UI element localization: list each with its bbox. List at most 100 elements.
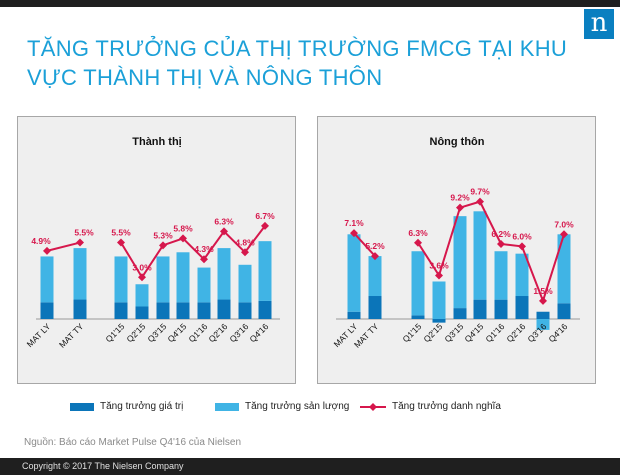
- volume-bar-8: [238, 264, 252, 303]
- rural-chart-panel: Nông thôn MAT LY MAT TY Q1'15 Q2'15 Q3'15 Q4'1…: [317, 116, 596, 384]
- x-tick-label-7: Q2'16: [504, 321, 527, 344]
- legend-volume-label: Tăng trưởng sản lượng: [245, 401, 350, 412]
- value-bar-5: [473, 299, 487, 319]
- nominal-point-5: [476, 197, 484, 206]
- x-tick-label-9: Q4'16: [247, 321, 270, 344]
- value-bar-9: [557, 303, 571, 319]
- legend-nominal-label: Tăng trưởng danh nghĩa: [392, 401, 501, 412]
- nominal-point-4: [159, 241, 167, 250]
- nominal-line-segment-0: [46, 241, 81, 252]
- nominal-point-6: [497, 239, 505, 248]
- legend-value-swatch: [70, 403, 94, 411]
- value-bar-3: [135, 306, 149, 319]
- data-label-5: 9.7%: [470, 187, 490, 197]
- data-label-4: 9.2%: [450, 193, 470, 203]
- nominal-point-2: [414, 238, 422, 247]
- nominal-point-0: [350, 229, 358, 238]
- data-label-5: 5.8%: [173, 223, 193, 233]
- chart-title: Nông thôn: [430, 136, 485, 148]
- nominal-point-4: [456, 203, 464, 212]
- legend-volume-swatch: [215, 403, 239, 411]
- x-tick-label-4: Q3'15: [145, 321, 168, 344]
- volume-bar-3: [432, 281, 446, 319]
- nominal-point-8: [241, 248, 249, 257]
- x-tick-label-4: Q3'15: [442, 321, 465, 344]
- x-tick-label-6: Q1'16: [483, 321, 506, 344]
- x-tick-label-2: Q1'15: [400, 321, 423, 344]
- data-label-9: 6.7%: [255, 211, 275, 221]
- value-bar-8: [536, 311, 550, 319]
- volume-bar-9: [557, 234, 571, 304]
- data-label-9: 7.0%: [554, 219, 574, 229]
- nominal-line-segment-1: [120, 225, 266, 280]
- value-bar-9: [258, 300, 272, 319]
- value-bar-6: [197, 302, 211, 319]
- data-label-3: 3.0%: [132, 262, 152, 272]
- volume-bar-3: [135, 284, 149, 307]
- data-label-1: 5.5%: [74, 228, 94, 238]
- volume-bar-2: [411, 251, 425, 316]
- nominal-point-9: [261, 221, 269, 230]
- nielsen-logo: n: [584, 9, 614, 39]
- x-tick-label-7: Q2'16: [206, 321, 229, 344]
- volume-bar-4: [156, 256, 170, 303]
- volume-bar-0: [347, 234, 361, 312]
- value-bar-8: [238, 302, 252, 319]
- nominal-point-2: [117, 238, 125, 247]
- x-tick-label-0: MAT LY: [25, 321, 53, 349]
- data-label-2: 5.5%: [111, 228, 131, 238]
- urban-chart-panel: Thành thị MAT LY MAT TY Q1'15 Q2'15 Q3'15 Q4'1…: [17, 116, 296, 384]
- volume-bar-7: [217, 248, 231, 300]
- copyright-text: Copyright © 2017 The Nielsen Company: [22, 461, 184, 471]
- value-bar-1: [73, 299, 87, 319]
- volume-bar-9: [258, 241, 272, 301]
- page-title: TĂNG TRƯỞNG CỦA THỊ TRƯỜNG FMCG TẠI KHU …: [27, 36, 568, 90]
- nominal-point-5: [179, 234, 187, 243]
- nominal-point-1: [371, 252, 379, 261]
- volume-bar-8: [536, 319, 550, 330]
- data-label-6: 4.3%: [194, 244, 214, 254]
- volume-bar-6: [197, 267, 211, 303]
- volume-bar-5: [473, 211, 487, 300]
- nominal-line-segment-0: [353, 232, 376, 257]
- value-bar-4: [453, 308, 467, 319]
- volume-bar-1: [73, 248, 87, 300]
- volume-bar-5: [176, 252, 190, 303]
- x-tick-label-9: Q4'16: [546, 321, 569, 344]
- value-bar-7: [217, 299, 231, 319]
- nominal-point-7: [518, 242, 526, 251]
- value-bar-2: [114, 302, 128, 319]
- volume-bar-1: [368, 256, 382, 297]
- nominal-point-9: [560, 230, 568, 239]
- top-bar: [0, 0, 620, 7]
- volume-bar-0: [40, 256, 54, 303]
- x-tick-label-6: Q1'16: [186, 321, 209, 344]
- value-bar-6: [494, 299, 508, 319]
- source-note: Nguồn: Báo cáo Market Pulse Q4'16 của Ni…: [24, 437, 242, 448]
- value-bar-1: [368, 296, 382, 319]
- legend-value-label: Tăng trưởng giá trị: [100, 401, 184, 412]
- value-bar-3: [432, 319, 446, 323]
- x-tick-label-5: Q4'15: [165, 321, 188, 344]
- chart-legend: Tăng trưởng giá trị Tăng trưởng sản lượn…: [0, 398, 620, 418]
- nominal-point-8: [539, 296, 547, 305]
- data-label-8: 4.8%: [235, 237, 255, 247]
- x-tick-label-1: MAT TY: [57, 321, 86, 350]
- x-tick-label-3: Q2'15: [124, 321, 147, 344]
- nominal-point-0: [43, 246, 51, 255]
- volume-bar-4: [453, 216, 467, 309]
- value-bar-5: [176, 302, 190, 319]
- x-tick-label-8: Q3'16: [227, 321, 250, 344]
- data-label-8: 1.5%: [533, 286, 553, 296]
- data-label-1: 5.2%: [365, 241, 385, 251]
- value-bar-2: [411, 315, 425, 319]
- value-bar-0: [40, 302, 54, 319]
- value-bar-7: [515, 296, 529, 319]
- nominal-point-1: [76, 238, 84, 247]
- nominal-point-3: [435, 271, 443, 280]
- volume-bar-7: [515, 253, 529, 297]
- value-bar-0: [347, 311, 361, 319]
- footer-bar: Copyright © 2017 The Nielsen Company: [0, 458, 620, 475]
- data-label-0: 7.1%: [344, 218, 364, 228]
